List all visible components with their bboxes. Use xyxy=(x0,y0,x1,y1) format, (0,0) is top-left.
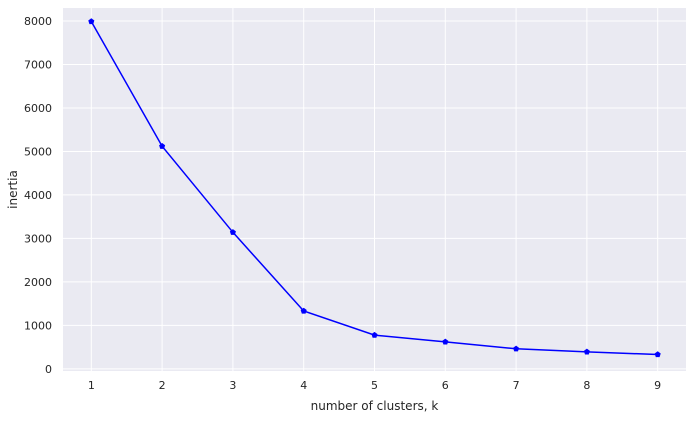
x-tick-label: 3 xyxy=(229,379,236,392)
y-tick-label: 6000 xyxy=(24,102,52,115)
data-point xyxy=(442,338,449,345)
data-point xyxy=(300,307,307,314)
x-tick-label: 1 xyxy=(88,379,95,392)
data-point xyxy=(371,331,378,338)
data-point xyxy=(654,351,661,358)
data-point xyxy=(159,143,166,149)
x-tick-label: 8 xyxy=(583,379,590,392)
data-point xyxy=(583,348,590,355)
y-tick-label: 2000 xyxy=(24,276,52,289)
x-tick-label: 2 xyxy=(159,379,166,392)
data-point xyxy=(229,229,236,235)
y-tick-label: 8000 xyxy=(24,15,52,28)
y-tick-label: 1000 xyxy=(24,319,52,332)
x-tick-labels: 1 2 3 4 5 6 7 8 9 xyxy=(88,379,661,392)
x-tick-label: 5 xyxy=(371,379,378,392)
x-tick-label: 4 xyxy=(300,379,307,392)
x-tick-label: 6 xyxy=(442,379,449,392)
x-axis-label: number of clusters, k xyxy=(311,399,439,413)
y-tick-label: 4000 xyxy=(24,189,52,202)
data-point xyxy=(88,18,95,25)
grid-lines xyxy=(63,8,686,371)
y-axis-label: inertia xyxy=(6,170,20,209)
y-tick-label: 3000 xyxy=(24,232,52,245)
data-points xyxy=(88,18,661,358)
y-tick-label: 0 xyxy=(45,363,52,376)
y-tick-labels: 0 1000 2000 3000 4000 5000 6000 7000 8000 xyxy=(24,15,52,376)
data-point xyxy=(513,345,520,352)
x-tick-label: 7 xyxy=(513,379,520,392)
y-tick-label: 5000 xyxy=(24,145,52,158)
y-tick-label: 7000 xyxy=(24,59,52,72)
x-tick-label: 9 xyxy=(654,379,661,392)
